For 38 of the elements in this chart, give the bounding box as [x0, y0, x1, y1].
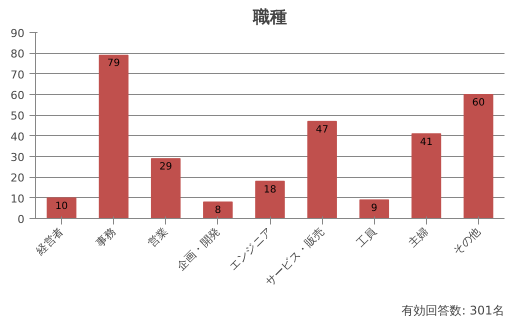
x-tick-label: 経営者: [32, 224, 66, 258]
bar: [46, 197, 76, 218]
y-tick-label: 40: [10, 130, 25, 144]
x-tick-label: 企画・開発: [174, 224, 222, 273]
y-tick-label: 30: [10, 151, 25, 164]
bar: [203, 201, 233, 218]
x-tick-label: 主婦: [406, 224, 431, 250]
x-tick-label: その他: [450, 224, 484, 258]
y-tick-label: 70: [10, 68, 25, 82]
y-tick-label: 10: [10, 192, 25, 206]
data-label: 8: [214, 204, 222, 216]
bar: [150, 158, 181, 218]
x-tick-label: 工員: [354, 224, 379, 250]
x-tick-label: 営業: [146, 224, 170, 250]
y-tick-label: 20: [10, 172, 25, 185]
text: 有効回答数: 301名: [402, 304, 505, 318]
x-tick-label: エンジニア: [226, 224, 275, 273]
bar: [307, 120, 337, 218]
y-tick-label: 90: [10, 27, 25, 40]
data-label: 79: [107, 58, 120, 70]
bar: [98, 54, 128, 218]
bar: [255, 180, 285, 218]
data-label: 9: [371, 202, 378, 214]
x-tick-label: 事務: [94, 224, 118, 250]
bar: [464, 94, 494, 218]
bar: [412, 133, 442, 218]
y-tick-label: 80: [10, 48, 25, 61]
data-label: 18: [264, 184, 276, 196]
y-tick-label: 60: [10, 89, 25, 102]
data-label: 10: [55, 200, 68, 212]
data-label: 47: [316, 124, 328, 136]
data-label: 41: [420, 136, 433, 148]
chart-title: 職種: [252, 8, 287, 28]
bar: [359, 199, 390, 218]
y-tick-label: 50: [10, 110, 25, 123]
y-tick-label: 0: [18, 213, 24, 226]
data-label: 60: [472, 98, 485, 108]
data-label: 29: [159, 162, 172, 173]
